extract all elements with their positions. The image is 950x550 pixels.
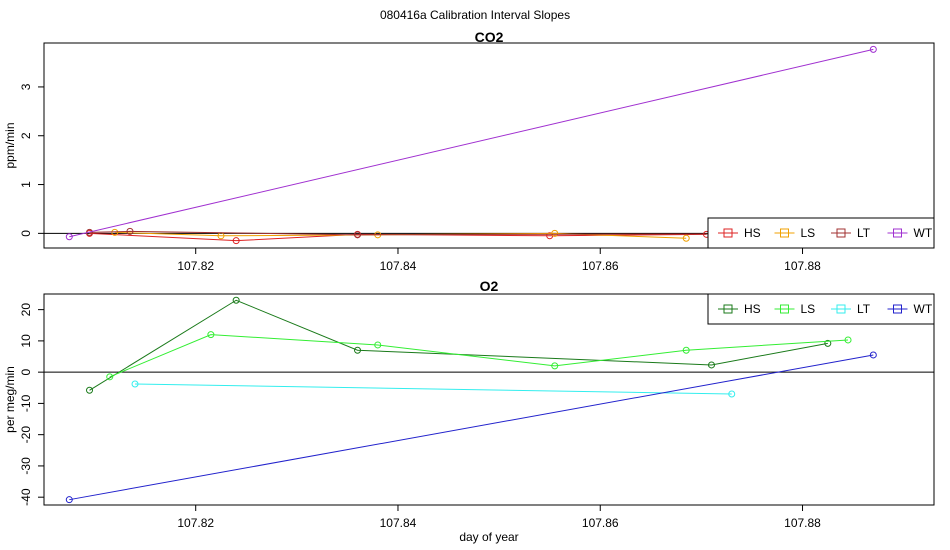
y-tick-label: -40: [19, 488, 33, 506]
legend-label: HS: [744, 226, 761, 240]
data-point: [207, 331, 215, 339]
x-tick-label: 107.86: [582, 259, 619, 273]
legend-marker: [723, 304, 733, 314]
legend-label: WT: [914, 302, 933, 316]
legend: HS LS LT WT: [707, 217, 935, 249]
x-tick-label: 107.82: [177, 259, 214, 273]
data-point: [824, 339, 832, 347]
data-point: [65, 233, 73, 241]
series-lt: [131, 380, 736, 398]
legend-label: LT: [857, 226, 871, 240]
data-point: [232, 296, 240, 304]
panel-title: O2: [480, 278, 499, 294]
y-tick-label: 10: [19, 334, 33, 348]
data-point: [374, 341, 382, 349]
co2-panel: CO2 107.82 107.84 107.86 107.88 0 1 2 3 ppm/min HS…: [3, 29, 935, 273]
y-tick-label: 3: [19, 83, 33, 90]
data-point: [106, 373, 114, 381]
data-point: [232, 237, 240, 245]
data-point: [86, 386, 94, 394]
series-line: [89, 230, 727, 236]
x-tick-label: 107.84: [380, 516, 417, 530]
x-tick-label: 107.88: [784, 516, 821, 530]
y-tick-label: 0: [19, 230, 33, 237]
y-tick-label: -20: [19, 426, 33, 444]
data-point: [682, 234, 690, 242]
series-line: [109, 334, 849, 378]
data-point: [869, 45, 877, 53]
data-point: [551, 362, 559, 370]
data-point: [126, 227, 134, 235]
legend-label: LS: [801, 302, 816, 316]
x-tick-label: 107.84: [380, 259, 417, 273]
data-point: [551, 229, 559, 237]
y-axis-label: ppm/min: [3, 122, 17, 168]
y-tick-label: -30: [19, 457, 33, 475]
series-line: [69, 48, 874, 238]
data-point: [354, 346, 362, 354]
x-tick-label: 107.82: [177, 516, 214, 530]
y-tick-label: 20: [19, 303, 33, 317]
plot-frame: [43, 293, 935, 506]
y-tick-label: -10: [19, 394, 33, 412]
y-tick-label: 1: [19, 181, 33, 188]
data-point: [844, 336, 852, 344]
data-point: [682, 346, 690, 354]
series-hs: [86, 296, 832, 394]
x-axis-label: day of year: [459, 530, 518, 544]
legend-marker: [780, 228, 789, 238]
legend-label: WT: [914, 226, 933, 240]
legend-marker: [723, 228, 733, 238]
series-line: [69, 354, 874, 501]
x-tick-label: 107.88: [784, 259, 821, 273]
legend-marker: [780, 304, 789, 314]
series-line: [89, 299, 828, 391]
legend-label: LS: [801, 226, 816, 240]
data-point: [65, 496, 73, 504]
series-wt: [65, 351, 877, 504]
data-point: [131, 380, 139, 388]
legend-marker: [836, 228, 846, 238]
data-point: [354, 231, 362, 239]
data-point: [111, 228, 119, 236]
legend: HS LS LT WT: [707, 293, 935, 325]
y-tick-label: 2: [19, 132, 33, 139]
series-ls: [106, 331, 852, 381]
y-axis-label: per meg/min: [3, 366, 17, 433]
chart-title: 080416a Calibration Interval Slopes: [380, 8, 570, 22]
x-tick-label: 107.86: [582, 516, 619, 530]
legend-marker: [893, 228, 902, 238]
o2-panel: O2 107.82 107.84 107.86 107.88 -40 -30 -20 -10 0 1…: [3, 278, 935, 544]
plot-frame: [43, 42, 935, 249]
legend-label: HS: [744, 302, 761, 316]
legend-marker: [836, 304, 846, 314]
series-line: [135, 383, 732, 395]
legend-label: LT: [857, 302, 871, 316]
y-tick-label: 0: [19, 368, 33, 375]
series-ls: [111, 228, 690, 242]
data-point: [708, 361, 715, 369]
series-wt: [65, 45, 877, 241]
data-point: [728, 390, 736, 398]
data-point: [869, 351, 877, 359]
panel-title: CO2: [475, 29, 504, 45]
legend-marker: [893, 304, 902, 314]
